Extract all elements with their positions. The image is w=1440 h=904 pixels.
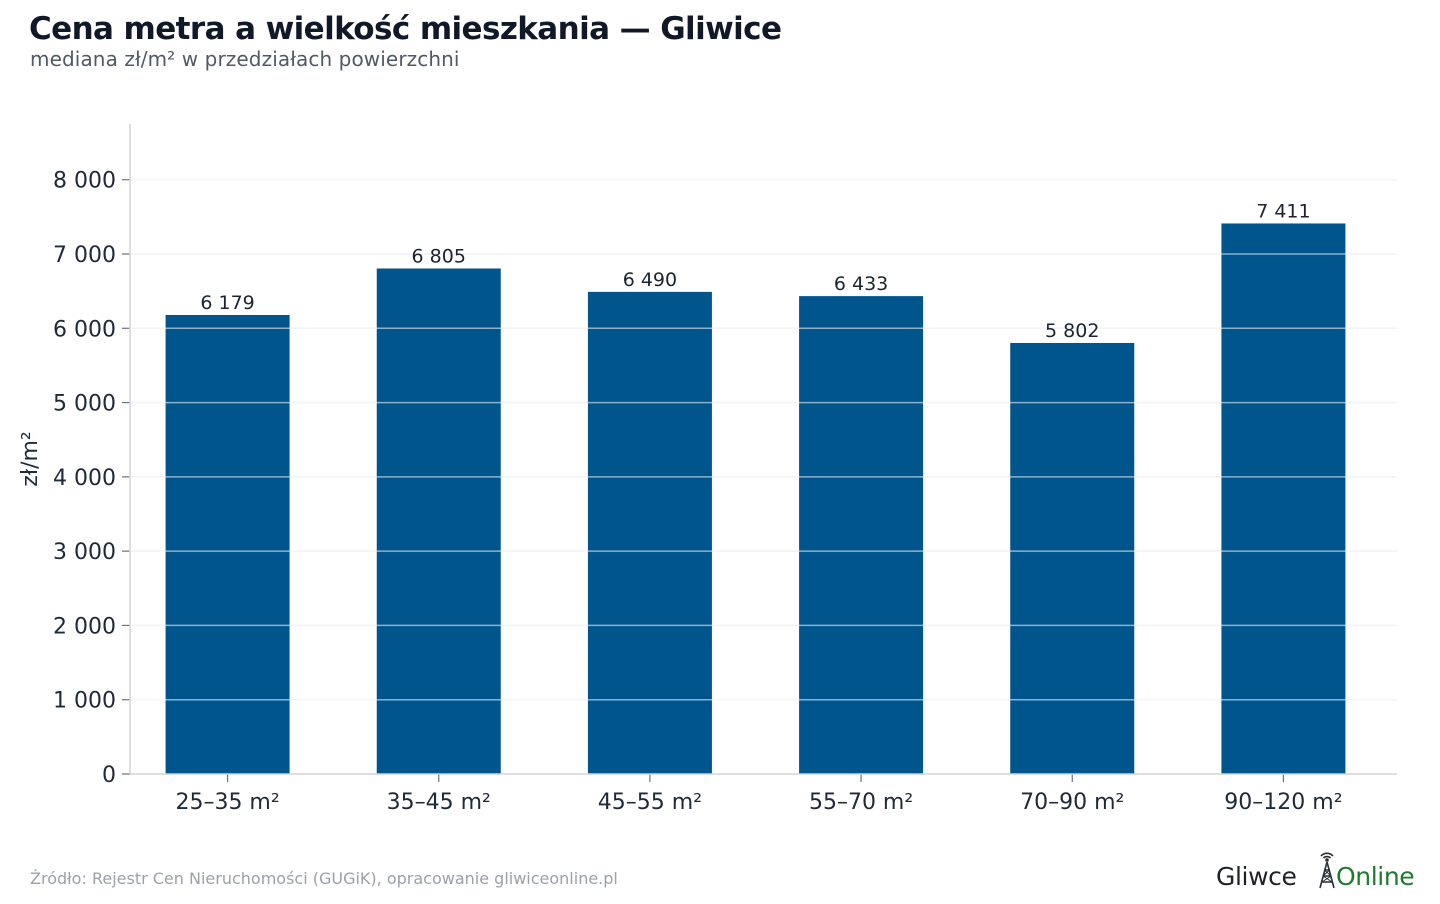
y-tick-label: 7 000 — [53, 243, 116, 268]
logo-text-left: Gliwce — [1216, 862, 1297, 891]
y-tick-label: 3 000 — [53, 540, 116, 565]
bar — [376, 268, 501, 774]
x-tick-label: 25–35 m² — [175, 790, 279, 815]
y-tick-label: 2 000 — [53, 614, 116, 639]
y-tick-label: 6 000 — [53, 317, 116, 342]
bar — [799, 296, 924, 774]
bars — [130, 178, 1397, 774]
bar — [165, 314, 290, 774]
bar-value-label: 6 179 — [200, 292, 254, 314]
x-tick-label: 90–120 m² — [1224, 790, 1342, 815]
bar — [1010, 342, 1135, 774]
y-tick-label: 4 000 — [53, 466, 116, 491]
bar-value-label: 5 802 — [1045, 320, 1099, 342]
radio-tower-icon — [1319, 852, 1335, 889]
y-axis-label: zł/m² — [18, 431, 43, 486]
y-tick-label: 1 000 — [53, 689, 116, 714]
logo-text-right: Online — [1336, 862, 1415, 891]
bar-value-label: 6 433 — [834, 273, 888, 295]
bar-value-label: 7 411 — [1256, 200, 1310, 222]
y-tick-label: 0 — [102, 763, 116, 788]
bar — [1221, 223, 1346, 774]
x-tick-label: 55–70 m² — [809, 790, 913, 815]
x-tick-label: 45–55 m² — [598, 790, 702, 815]
gridlines — [130, 178, 1397, 701]
labels: 0 1 000 2 000 3 000 4 000 5 000 6 000 7 000 8 00… — [18, 169, 1343, 815]
y-tick-label: 5 000 — [53, 392, 116, 417]
x-tick-label: 35–45 m² — [387, 790, 491, 815]
y-tick-label: 8 000 — [53, 169, 116, 194]
bar-value-label: 6 805 — [412, 245, 466, 267]
x-tick-label: 70–90 m² — [1020, 790, 1124, 815]
chart-subtitle: mediana zł/m² w przedziałach powierzchni — [30, 47, 460, 71]
source-note: Źródło: Rejestr Cen Nieruchomości (GUGiK… — [30, 869, 618, 888]
bar-value-label: 6 490 — [623, 269, 677, 291]
chart-title: Cena metra a wielkość mieszkania — Gliwi… — [29, 11, 782, 47]
axes — [122, 124, 1397, 782]
gliwiceonline-logo: Gliwce Online — [1216, 848, 1416, 892]
bar — [587, 291, 712, 774]
